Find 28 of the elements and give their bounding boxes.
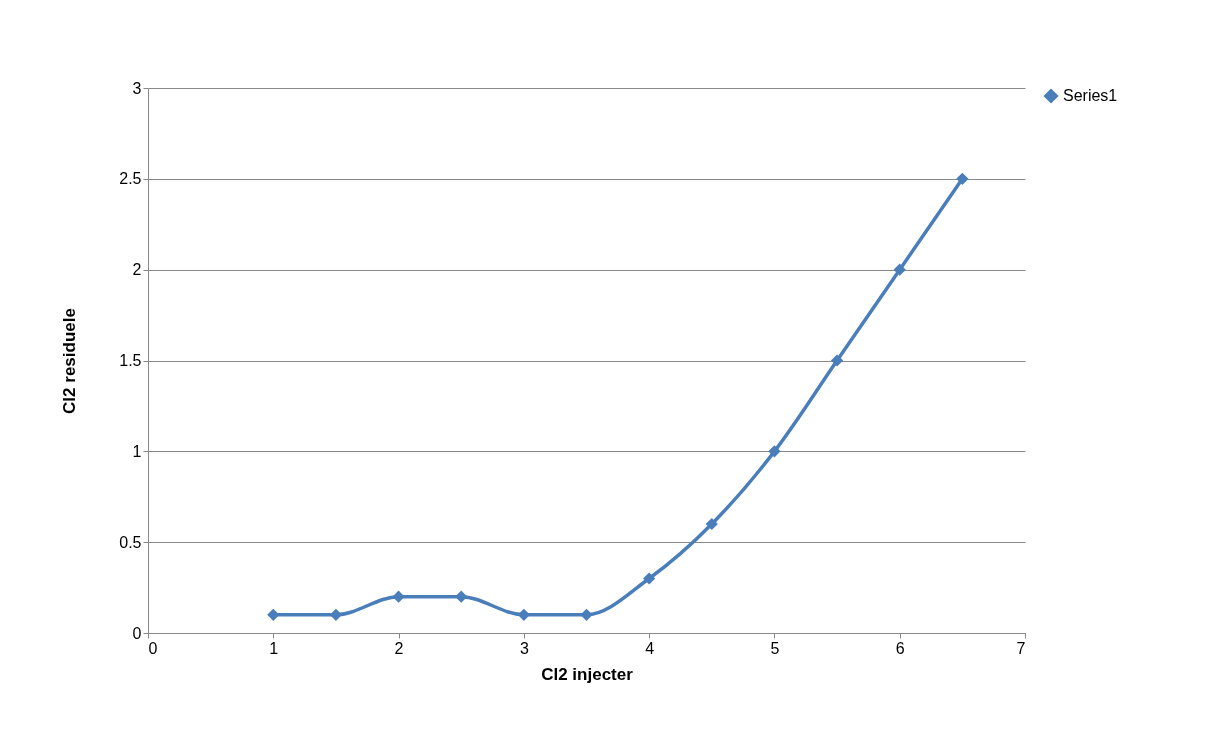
x-tick-label: 7 <box>1016 639 1026 657</box>
x-axis-title: Cl2 injecter <box>541 664 634 684</box>
y-tick-label: 1.5 <box>119 352 142 369</box>
point <box>893 263 906 276</box>
x-tick-label: 0 <box>148 639 158 657</box>
point <box>830 354 844 367</box>
point <box>643 572 656 585</box>
x-tick-label: 3 <box>519 639 529 657</box>
point <box>768 445 781 458</box>
y-tick-label: 2.5 <box>119 170 142 188</box>
point <box>455 590 468 603</box>
y-tick-label: 3 <box>132 79 142 97</box>
point <box>392 590 405 603</box>
legend-label: Series1 <box>1063 87 1118 104</box>
x-tick-label: 1 <box>269 639 279 657</box>
x-tick-label: 2 <box>394 639 404 657</box>
x-tick-label: 6 <box>895 639 905 657</box>
y-tick-label: 0.5 <box>119 533 142 551</box>
y-tick-label: 1 <box>132 442 142 460</box>
point <box>705 517 718 531</box>
point <box>956 172 969 185</box>
point <box>329 608 343 621</box>
x-tick-label: 4 <box>645 639 655 657</box>
point <box>580 608 593 621</box>
y-axis-title: Cl2 residuele <box>60 308 80 414</box>
y-tick-label: 0 <box>132 624 142 642</box>
x-tick-label: 5 <box>770 639 780 657</box>
y-tick-label: 2 <box>132 261 142 279</box>
